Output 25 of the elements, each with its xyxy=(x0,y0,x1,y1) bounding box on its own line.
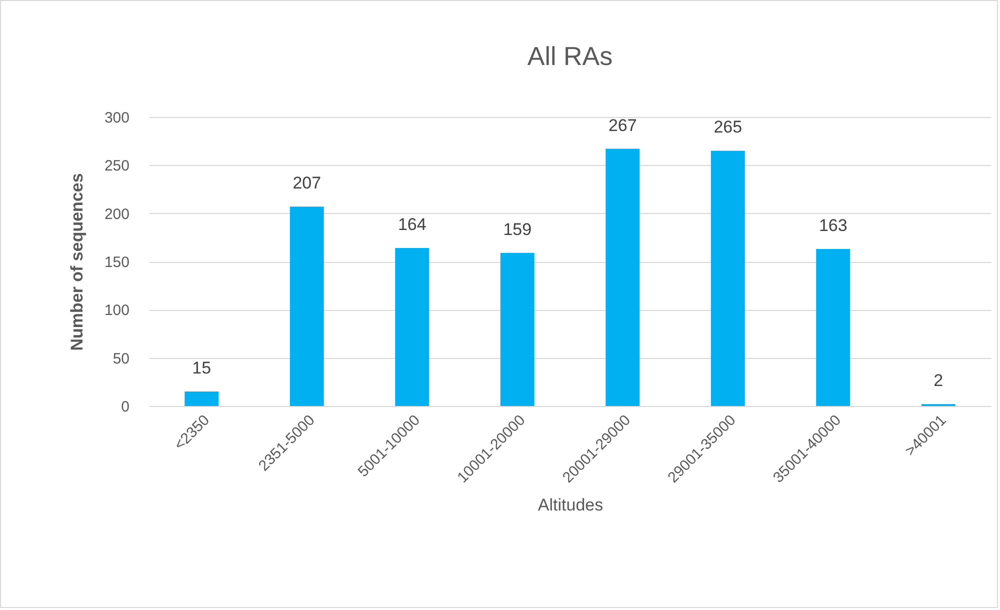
y-axis-title: Number of sequences xyxy=(67,173,86,351)
data-label: 265 xyxy=(714,118,742,137)
bar xyxy=(816,248,850,406)
y-tick-label: 300 xyxy=(104,110,130,126)
y-tick-label: 250 xyxy=(104,158,130,175)
bar xyxy=(710,150,745,406)
bar xyxy=(395,248,430,406)
y-tick-label: 200 xyxy=(104,206,130,223)
data-label: 2 xyxy=(934,371,944,390)
x-axis-title: Altitudes xyxy=(538,496,604,515)
bar xyxy=(500,252,534,406)
data-label: 164 xyxy=(398,215,426,234)
data-label: 159 xyxy=(503,220,532,239)
y-tick-label: 0 xyxy=(121,398,130,416)
data-label: 15 xyxy=(192,358,212,378)
data-label: 207 xyxy=(292,174,322,193)
data-label: 163 xyxy=(818,216,848,235)
bar xyxy=(184,392,219,406)
bar xyxy=(290,206,324,406)
y-tick-label: 100 xyxy=(104,302,130,320)
data-label: 267 xyxy=(608,116,637,135)
chart-title: All RAs xyxy=(527,41,613,71)
y-tick-label: 150 xyxy=(104,254,130,271)
y-tick-label: 50 xyxy=(112,350,130,368)
bar xyxy=(606,148,640,406)
